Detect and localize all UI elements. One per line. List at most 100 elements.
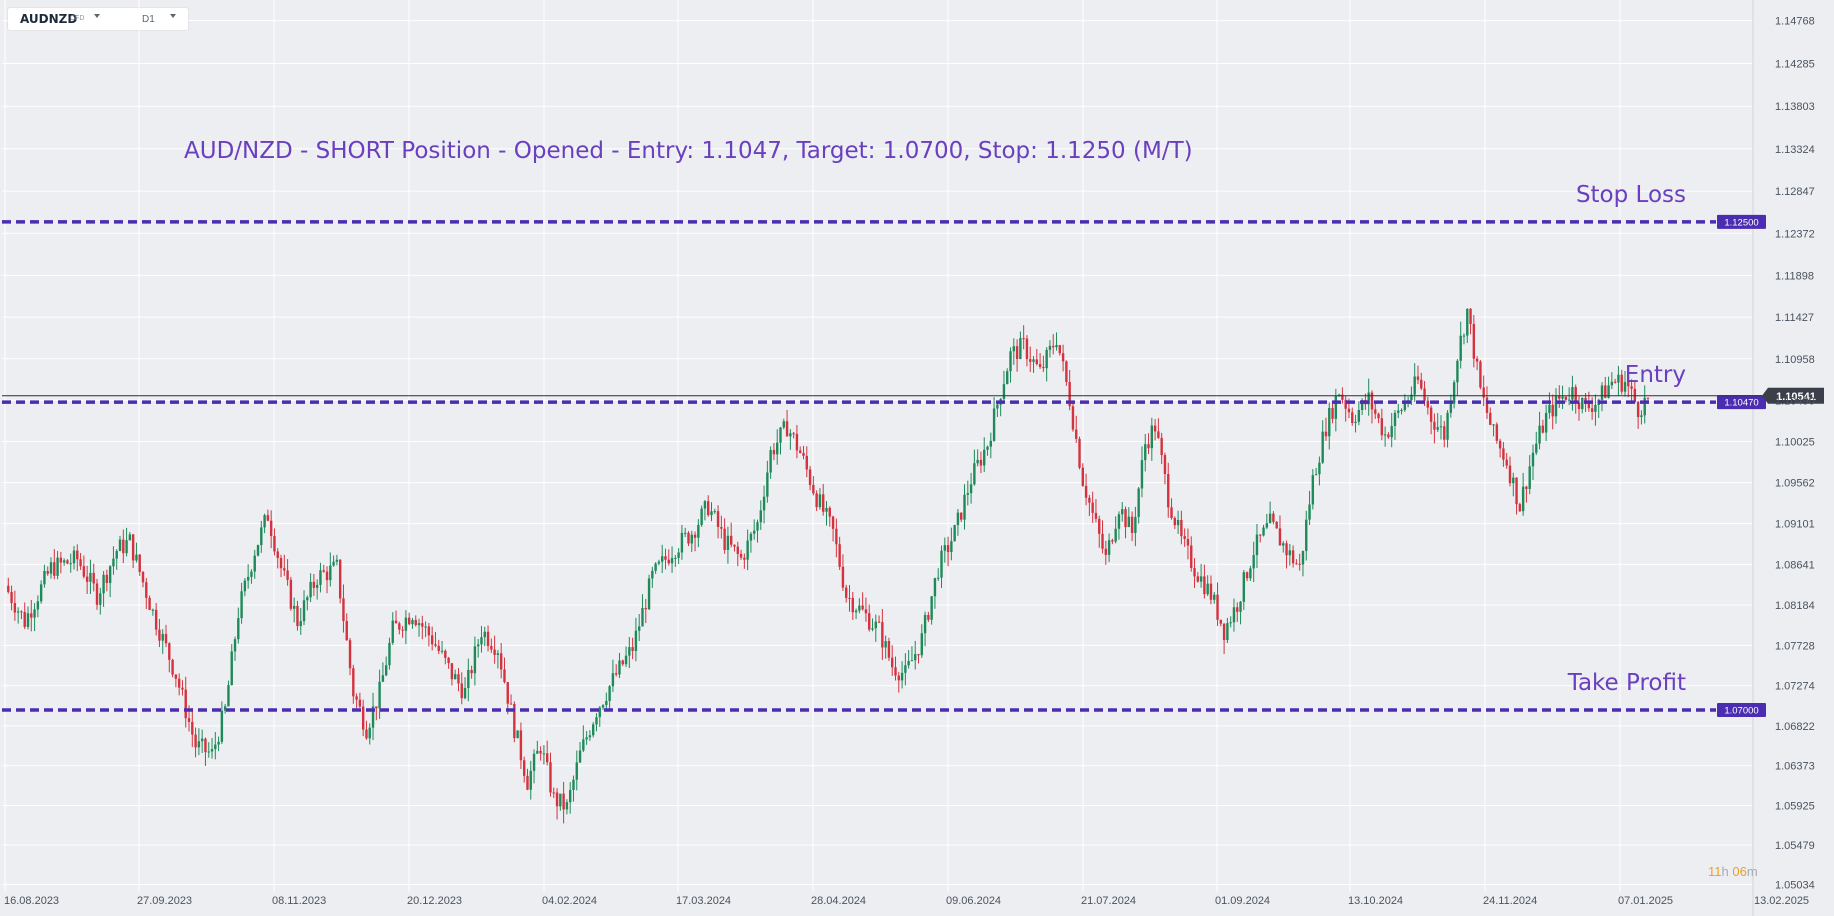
symbol-label[interactable]: AUDNZD [20,12,78,26]
candle-body [891,657,894,668]
candle-body [1429,407,1433,422]
candle-body [943,545,946,551]
candle-body [312,581,316,588]
candle-body [753,530,756,534]
time-axis-label: 17.03.2024 [676,895,731,907]
candle-body [611,673,615,687]
time-axis[interactable]: 16.08.2023 27.09.2023 08.11.2023 20.12.2023… [4,895,1809,907]
timeframe-label[interactable]: D1 [142,14,155,25]
candle-body [983,449,986,466]
candle-body [53,562,56,576]
candle-body [457,674,460,684]
price-axis-label: 1.11427 [1775,312,1814,324]
timeframe-dropdown-icon[interactable] [170,14,176,18]
candle-body [1084,485,1088,498]
candle-body [1439,426,1443,428]
candle-body [1436,427,1439,430]
candle-body [1055,345,1058,348]
candle-body [845,587,848,598]
candle-body [1199,576,1203,582]
price-axis-label: 1.12847 [1775,186,1815,198]
candle-body [411,620,414,625]
candle-body [1397,410,1400,413]
candle-body [522,760,526,776]
candle-body [1012,346,1016,352]
candle-body [39,584,43,602]
candle-body [871,628,874,630]
candle-body [1347,408,1351,413]
candle-body [946,545,950,553]
candle-body [46,571,49,574]
candle-body [214,744,217,750]
candle-body [36,601,40,610]
candle-body [246,576,250,581]
candle-body [1479,361,1482,388]
candle-body [864,609,868,614]
candle-body [1498,440,1502,449]
candle-body [595,717,598,725]
candle-body [1357,409,1361,422]
candle-body [1344,399,1347,409]
candle-body [966,493,969,495]
candle-body [723,528,726,550]
price-axis[interactable]: 1.14768 1.14285 1.13803 1.13324 1.12847 1.123… [1775,16,1815,892]
candle-body [1383,434,1387,436]
candle-body [437,645,440,651]
candle-body [651,570,654,579]
candle-body [1334,396,1338,419]
candle-body [1193,567,1196,577]
candle-body [509,703,513,705]
candle-body [950,541,953,553]
candle-body [92,572,95,584]
candle-body [348,640,352,669]
time-axis-label: 09.06.2024 [946,895,1001,907]
candle-body [483,631,486,638]
candle-body [1048,345,1052,350]
candle-body [697,524,700,538]
candle-body [1492,424,1495,426]
candle-body [1548,404,1551,413]
candle-body [684,532,687,534]
time-axis-label: 07.01.2025 [1618,895,1673,907]
candle-body [378,681,381,709]
candle-body [1646,397,1650,399]
candle-body [1045,349,1048,369]
candle-body [1574,387,1577,403]
candle-body [552,792,555,794]
candle-body [240,591,243,619]
candle-body [884,641,887,648]
candle-body [647,578,651,610]
candle-body [743,557,746,560]
candle-body [164,633,168,644]
price-axis-label: 1.14768 [1775,16,1815,28]
candle-body [1242,572,1246,602]
candle-body [562,793,565,810]
candle-body [1150,425,1154,449]
candle-body [1173,518,1177,526]
instrument-type-label: CFD [70,15,85,22]
candle-body [565,802,569,810]
candle-body [43,571,46,585]
candle-body [1403,402,1407,411]
candle-body [1617,374,1620,383]
candle-body [795,433,799,451]
level-lines[interactable]: Stop Loss 1.12500 Entry 1.10470 Take Profit 1… [2,182,1766,718]
candle-body [1295,563,1298,565]
symbol-dropdown-icon[interactable] [94,14,100,18]
candlestick-series [7,308,1650,824]
candle-body [404,617,408,631]
candle-body [1081,467,1085,486]
candle-body [825,507,828,512]
candle-body [828,507,831,517]
candle-body [568,790,572,803]
candle-body [730,535,733,545]
candle-body [1075,429,1078,439]
candle-body [177,678,181,688]
candle-body [670,558,674,564]
candle-body [1157,431,1160,438]
candle-body [1607,385,1610,398]
candle-body [1321,431,1324,463]
candle-body [338,559,342,599]
level-price-tag [1717,395,1766,410]
